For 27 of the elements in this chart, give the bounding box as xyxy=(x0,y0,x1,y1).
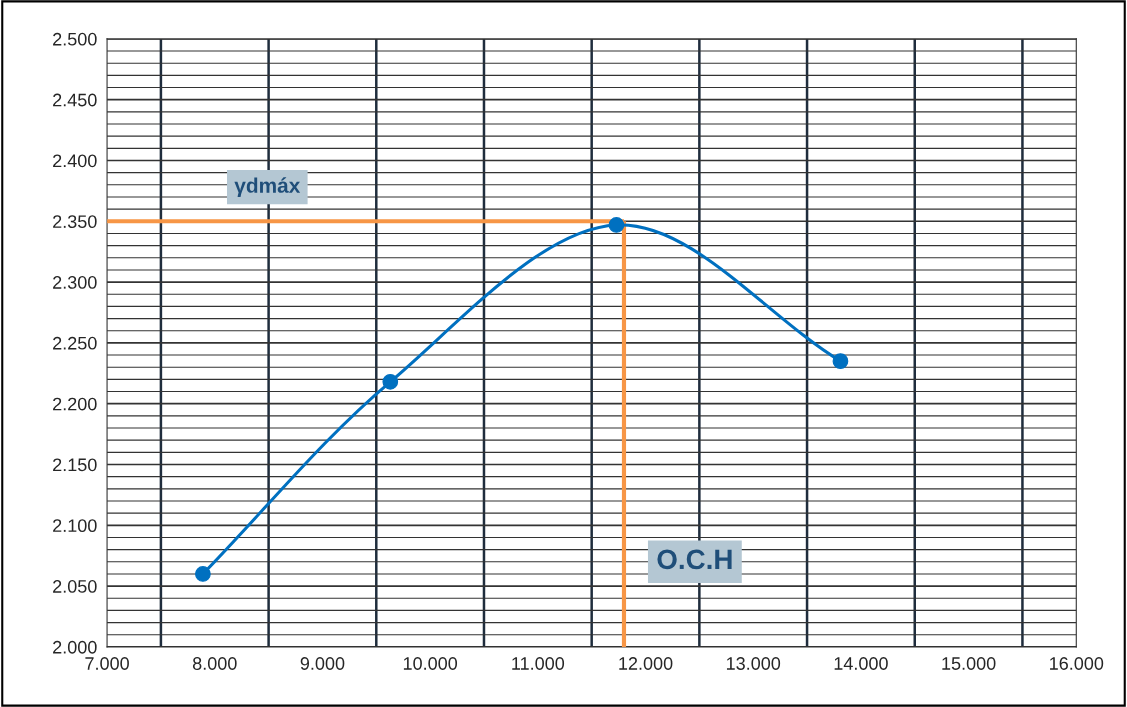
y-tick-label: 2.400 xyxy=(53,154,97,168)
y-tick-label: 2.000 xyxy=(53,640,97,654)
x-tick-label: 9.000 xyxy=(300,657,345,670)
point xyxy=(832,353,849,370)
ref-line-label: γdmáx xyxy=(234,177,301,197)
x-tick-label: 16.000 xyxy=(1050,657,1104,670)
x-tick-label: 11.000 xyxy=(512,657,565,670)
x-tick-label: 10.000 xyxy=(403,657,458,670)
ref-line-label: O.C.H xyxy=(657,549,732,570)
x-tick-label: 15.000 xyxy=(942,657,996,670)
x-tick-label: 13.000 xyxy=(726,657,781,670)
point xyxy=(608,217,625,233)
y-tick-label: 2.350 xyxy=(53,215,97,229)
y-tick-label: 2.150 xyxy=(53,458,97,472)
x-tick-label: 7.000 xyxy=(85,657,129,670)
y-tick-label: 2.200 xyxy=(53,397,97,411)
y-tick-label: 2.450 xyxy=(53,93,97,107)
x-tick-label: 12.000 xyxy=(619,657,673,670)
y-tick-label: 2.050 xyxy=(53,580,97,593)
y-tick-label: 2.500 xyxy=(53,32,97,46)
x-tick-label: 14.000 xyxy=(834,657,888,670)
x-tick-label: 8.000 xyxy=(192,657,237,670)
point xyxy=(195,566,211,582)
y-tick-label: 2.300 xyxy=(53,276,97,289)
y-tick-label: 2.100 xyxy=(53,519,97,533)
point xyxy=(382,373,399,390)
y-tick-label: 2.250 xyxy=(53,336,97,350)
